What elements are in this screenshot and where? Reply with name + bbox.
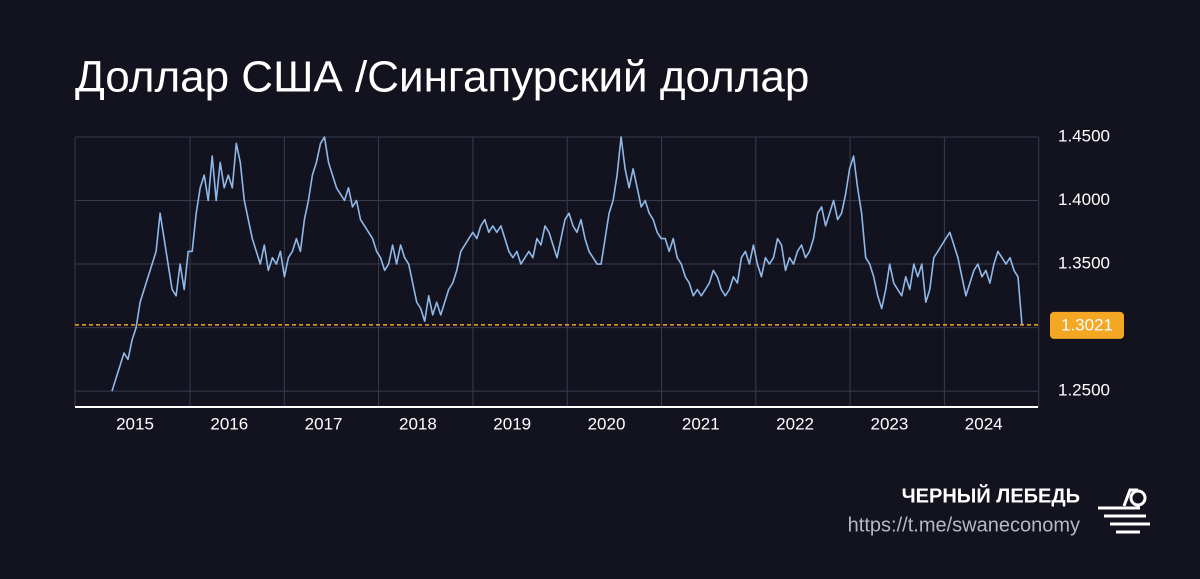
reference-label-box [1050,311,1124,339]
reference-label: 1.3021 [1061,315,1113,334]
y-tick-label: 1.3500 [1058,254,1110,273]
x-tick-label: 2017 [305,414,343,433]
logo [1098,488,1150,534]
brand: ЧЕРНЫЙ ЛЕБЕДЬ [902,483,1080,507]
y-tick-label: 1.2500 [1058,381,1110,400]
x-tick-label: 2023 [870,414,908,433]
x-tick-label: 2016 [210,414,248,433]
y-tick-label: 1.4500 [1058,126,1110,145]
x-tick-label: 2021 [682,414,720,433]
x-tick-label: 2015 [116,414,154,433]
x-tick-label: 2020 [588,414,626,433]
x-tick-label: 2018 [399,414,437,433]
series-line [111,136,1023,392]
x-tick-label: 2022 [776,414,814,433]
chart-title: Доллар США /Сингапурский доллар [75,53,809,102]
y-tick-label: 1.4000 [1058,190,1110,209]
x-tick-label: 2024 [965,414,1003,433]
x-tick-label: 2019 [493,414,531,433]
link[interactable]: https://t.me/swaneconomy [848,514,1080,536]
